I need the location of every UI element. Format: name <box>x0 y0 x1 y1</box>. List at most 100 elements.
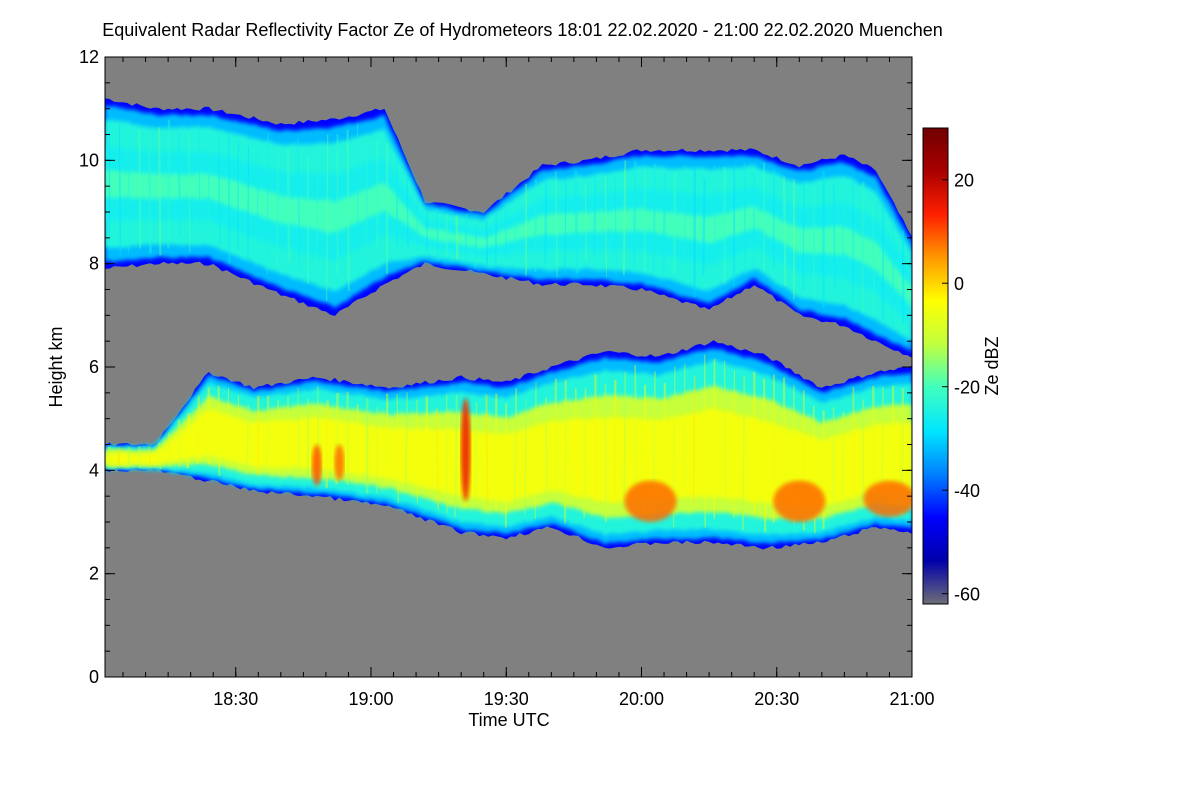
fall-streak <box>733 370 735 518</box>
fall-streak <box>753 171 755 267</box>
cloud-layer <box>105 98 912 359</box>
colorbar-tick-label: 20 <box>954 171 974 191</box>
fall-streak <box>574 388 578 498</box>
fall-streak <box>118 124 122 256</box>
x-tick-label: 20:00 <box>619 689 664 709</box>
fall-streak <box>555 171 558 277</box>
fall-streak <box>585 185 587 260</box>
fall-streak <box>168 432 171 467</box>
fall-streak <box>276 153 280 268</box>
fall-streak <box>514 388 518 510</box>
fall-streak <box>217 385 221 476</box>
y-tick-label: 2 <box>89 564 99 584</box>
fall-streak <box>435 408 440 510</box>
fall-streak <box>247 146 249 264</box>
fall-streak <box>524 399 527 516</box>
y-axis-label: Height km <box>46 326 66 407</box>
convective-core <box>863 480 912 517</box>
fall-streak <box>455 215 459 260</box>
x-tick-label: 20:30 <box>754 689 799 709</box>
fall-streak <box>127 446 130 468</box>
fall-streak <box>277 400 281 474</box>
fall-streak <box>514 203 517 268</box>
fall-streak <box>107 446 111 466</box>
fall-streak <box>593 174 597 259</box>
fall-streak <box>703 354 706 528</box>
x-tick-label: 19:30 <box>484 689 529 709</box>
fall-streak <box>534 382 537 519</box>
y-tick-label: 10 <box>79 150 99 170</box>
fall-streak <box>643 171 646 272</box>
fall-streak <box>454 394 458 518</box>
fall-streaks <box>107 119 905 534</box>
fall-streak <box>138 445 142 469</box>
fall-streak <box>186 413 191 469</box>
fall-streak <box>622 160 627 276</box>
fall-streak <box>554 378 557 492</box>
layer-band <box>105 170 912 308</box>
fall-streak <box>315 151 319 282</box>
layer-band <box>105 407 912 507</box>
fall-streak <box>138 129 142 249</box>
cloud-layer <box>105 340 912 550</box>
fall-streak <box>673 172 677 274</box>
fall-streak <box>633 161 637 269</box>
fall-streak <box>485 221 489 266</box>
fall-streak <box>802 180 805 291</box>
fall-streak <box>564 179 567 274</box>
fall-streak <box>623 371 627 508</box>
fall-streak <box>416 195 419 251</box>
convective-cores <box>311 398 912 522</box>
convective-core <box>773 480 826 522</box>
fall-streak <box>297 387 300 471</box>
fall-streak <box>226 387 230 469</box>
fall-streak <box>297 138 301 270</box>
fall-streak <box>266 132 269 275</box>
fall-streak <box>743 162 747 276</box>
colorbar <box>922 127 949 605</box>
x-tick-label: 19:00 <box>348 689 393 709</box>
colorbar-tick-label: -20 <box>954 378 980 398</box>
fall-streak <box>198 125 201 232</box>
fall-streak <box>662 172 667 277</box>
y-tick-label: 8 <box>89 254 99 274</box>
fall-streak <box>881 386 884 494</box>
fall-streak <box>405 392 408 494</box>
colorbar-tick-label: -60 <box>954 585 980 605</box>
fall-streak <box>196 395 200 465</box>
fall-streak <box>246 404 250 475</box>
colorbar-ticks: 20 0 -20 -40 -60 <box>942 171 980 605</box>
y-tick-label: 12 <box>79 47 99 67</box>
fall-streak <box>256 140 259 245</box>
fall-streak <box>346 129 350 292</box>
fall-streak <box>613 380 617 505</box>
fall-streak <box>832 183 836 290</box>
fall-streak <box>237 395 240 471</box>
fall-streak <box>544 397 548 491</box>
fall-streak <box>692 376 696 506</box>
fall-streak <box>505 202 507 259</box>
fall-streak <box>574 171 579 274</box>
fall-streak <box>365 140 369 253</box>
convective-core <box>624 480 677 522</box>
reflectivity-layers <box>105 98 912 550</box>
fall-streak <box>286 147 291 263</box>
fall-streak <box>147 137 152 254</box>
chart-title: Equivalent Radar Reflectivity Factor Ze … <box>102 20 943 40</box>
fall-streak <box>583 388 587 518</box>
fall-streak <box>841 175 845 305</box>
fall-streak <box>614 178 617 276</box>
x-tick-label: 18:30 <box>213 689 258 709</box>
fall-streak <box>237 140 240 250</box>
fall-streak <box>753 371 757 514</box>
fall-streak <box>326 134 329 301</box>
fall-streak <box>128 134 130 254</box>
fall-streak <box>167 119 171 249</box>
fall-streak <box>861 181 865 314</box>
y-tick-label: 6 <box>89 357 99 377</box>
fall-streak <box>177 132 181 237</box>
fall-streak <box>872 385 876 498</box>
fall-streak <box>604 176 607 277</box>
fall-streak <box>217 138 221 245</box>
